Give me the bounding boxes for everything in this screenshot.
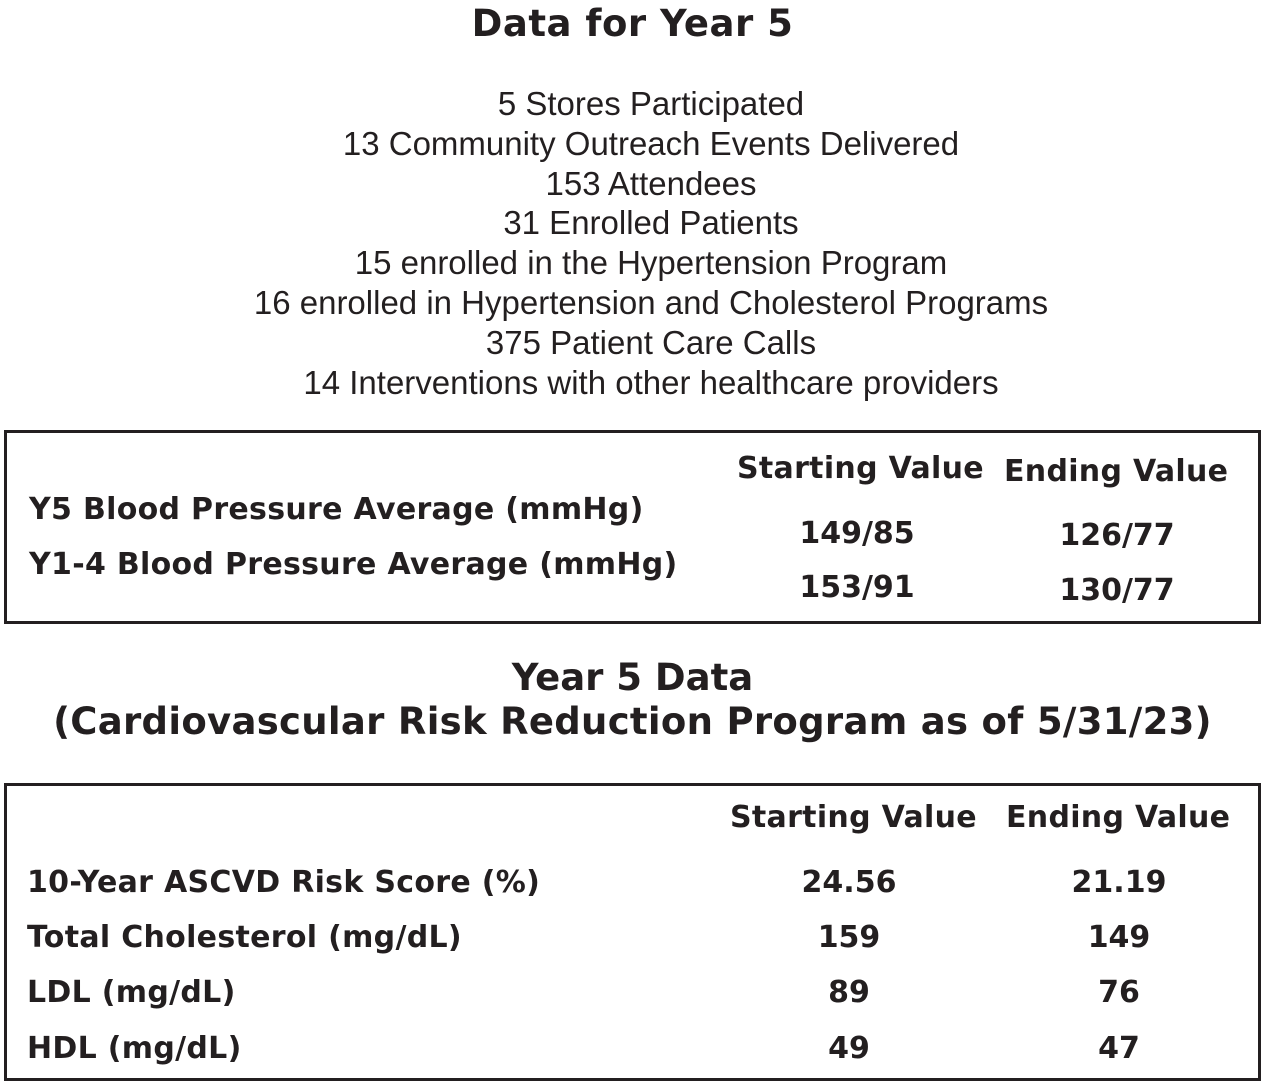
risk-column-header-start: Starting Value (730, 800, 977, 835)
risk-start-value: 24.56 (801, 865, 897, 900)
risk-start-value: 49 (828, 1031, 870, 1066)
bp-start-value: 149/85 (799, 516, 915, 551)
bp-end-value: 130/77 (1059, 573, 1175, 608)
risk-end-value: 149 (1087, 920, 1151, 955)
stat-line: 15 enrolled in the Hypertension Program (354, 244, 948, 282)
risk-start-value: 89 (828, 975, 870, 1010)
stat-line: 375 Patient Care Calls (485, 323, 817, 361)
bp-start-value: 153/91 (799, 570, 915, 605)
risk-row-label: 10-Year ASCVD Risk Score (%) (27, 865, 541, 900)
risk-section-subtitle: (Cardiovascular Risk Reduction Program a… (53, 700, 1212, 743)
risk-end-value: 21.19 (1071, 865, 1167, 900)
bp-column-header-end: Ending Value (1004, 454, 1229, 489)
risk-row-label: HDL (mg/dL) (27, 1031, 242, 1066)
blood-pressure-table: Starting Value Ending Value Y5 Blood Pre… (4, 430, 1261, 624)
risk-end-value: 76 (1098, 975, 1140, 1010)
stat-line: 153 Attendees (545, 164, 757, 202)
risk-column-header-end: Ending Value (1006, 800, 1231, 835)
year5-stats-list: 5 Stores Participated 13 Community Outre… (0, 84, 1265, 402)
risk-start-value: 159 (817, 920, 881, 955)
stat-line: 16 enrolled in Hypertension and Choleste… (253, 283, 1049, 321)
bp-column-header-start: Starting Value (737, 451, 984, 486)
year5-summary-title: Data for Year 5 (471, 2, 794, 45)
risk-reduction-table: Starting Value Ending Value 10-Year ASCV… (4, 783, 1261, 1081)
bp-end-value: 126/77 (1059, 518, 1175, 553)
stat-line: 31 Enrolled Patients (503, 204, 799, 242)
bp-row-label: Y1-4 Blood Pressure Average (mmHg) (29, 547, 678, 582)
stat-line: 5 Stores Participated (497, 85, 805, 122)
risk-end-value: 47 (1098, 1031, 1140, 1066)
stat-line: 13 Community Outreach Events Delivered (342, 124, 960, 162)
risk-row-label: LDL (mg/dL) (27, 975, 236, 1010)
risk-section-title: Year 5 Data (511, 656, 754, 699)
risk-row-label: Total Cholesterol (mg/dL) (27, 920, 462, 955)
stat-line: 14 Interventions with other healthcare p… (303, 363, 999, 401)
bp-row-label: Y5 Blood Pressure Average (mmHg) (29, 492, 644, 527)
